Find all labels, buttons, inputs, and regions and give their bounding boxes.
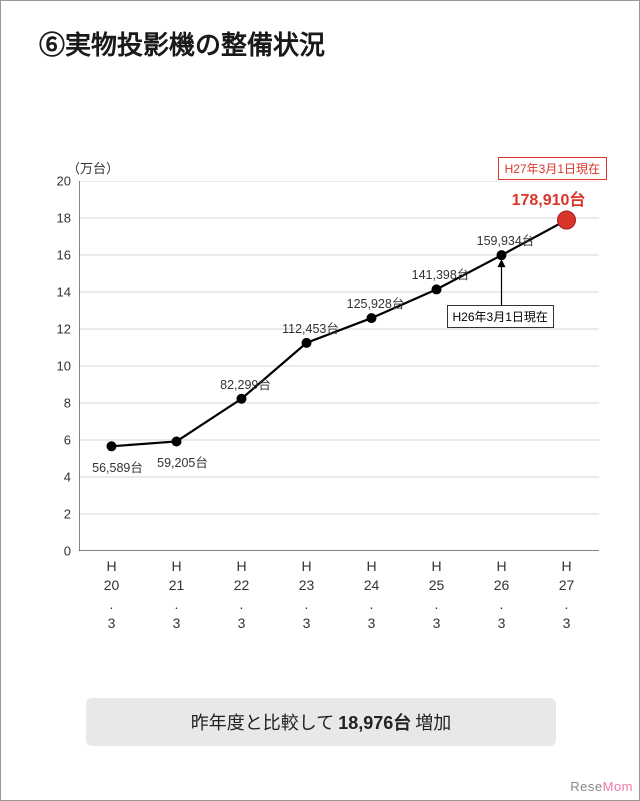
x-tick-label: H 21 . 3	[163, 557, 191, 633]
point-label: 59,205台	[157, 452, 208, 471]
summary-box: 昨年度と比較して 18,976台 増加	[86, 698, 556, 746]
summary-suffix: 増加	[415, 709, 451, 735]
y-tick-label: 2	[45, 507, 71, 522]
y-tick-label: 10	[45, 359, 71, 374]
point-label: 56,589台	[92, 457, 143, 476]
date-badge: H27年3月1日現在	[498, 157, 607, 180]
y-axis-unit: （万台）	[67, 158, 119, 177]
x-tick-label: H 23 . 3	[293, 557, 321, 633]
x-tick-label: H 26 . 3	[488, 557, 516, 633]
final-point-label: 178,910台	[512, 186, 586, 210]
watermark-part-2: Mom	[603, 779, 633, 794]
y-tick-label: 6	[45, 433, 71, 448]
watermark-part-1: Rese	[570, 779, 602, 794]
y-tick-label: 18	[45, 211, 71, 226]
page-title: ⑥実物投影機の整備状況	[39, 25, 325, 62]
x-tick-label: H 22 . 3	[228, 557, 256, 633]
y-tick-label: 16	[45, 248, 71, 263]
y-tick-label: 20	[45, 174, 71, 189]
y-tick-label: 8	[45, 396, 71, 411]
point-label: 159,934台	[477, 230, 535, 249]
x-tick-label: H 27 . 3	[553, 557, 581, 633]
y-tick-label: 14	[45, 285, 71, 300]
watermark: ReseMom	[570, 779, 633, 794]
point-label: 141,398台	[412, 264, 470, 283]
point-label: 112,453台	[282, 318, 339, 337]
summary-value: 18,976台	[338, 709, 411, 735]
x-tick-label: H 20 . 3	[98, 557, 126, 633]
y-tick-label: 0	[45, 544, 71, 559]
y-tick-label: 4	[45, 470, 71, 485]
annotation-callout: H26年3月1日現在	[447, 305, 554, 328]
summary-prefix: 昨年度と比較して	[191, 709, 334, 735]
point-label: 82,299台	[220, 374, 271, 393]
x-tick-label: H 25 . 3	[423, 557, 451, 633]
y-tick-label: 12	[45, 322, 71, 337]
point-label: 125,928台	[347, 293, 405, 312]
x-tick-label: H 24 . 3	[358, 557, 386, 633]
